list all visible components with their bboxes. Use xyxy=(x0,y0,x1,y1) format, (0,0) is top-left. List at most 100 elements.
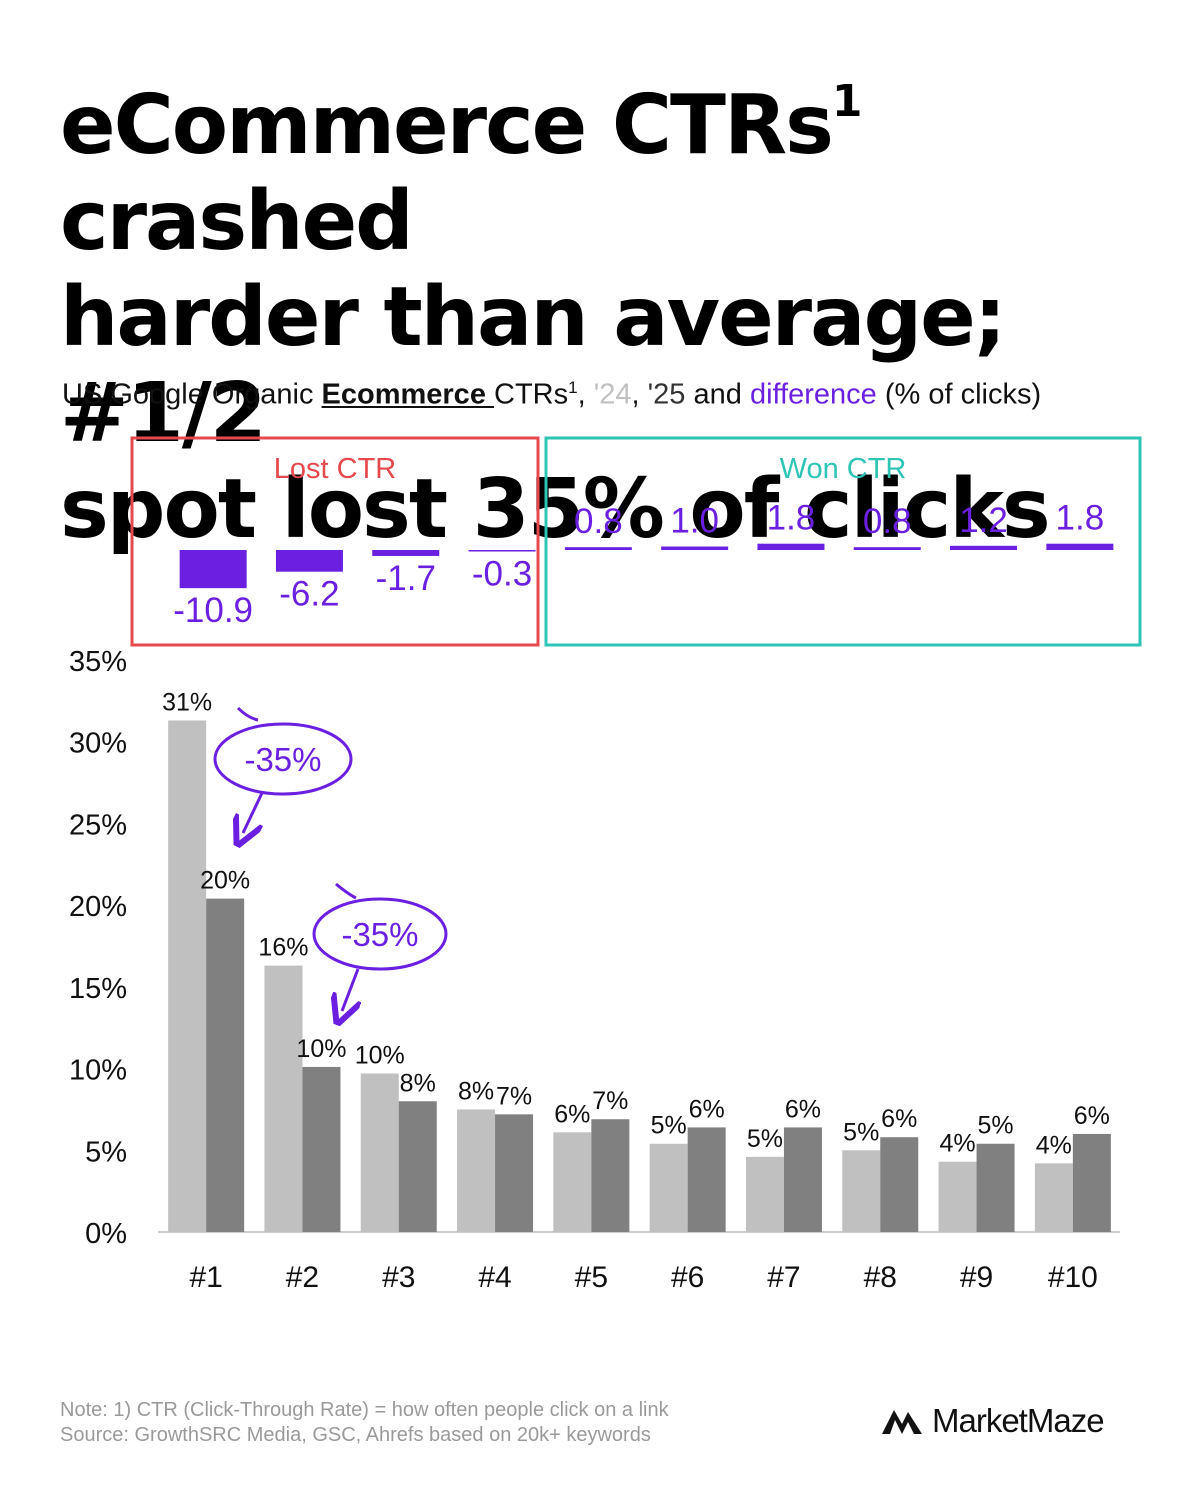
bar-2024 xyxy=(938,1161,977,1232)
bar-2025 xyxy=(591,1119,630,1232)
data-label-2025: 6% xyxy=(689,1095,725,1123)
data-label-2024: 31% xyxy=(162,688,212,716)
annotation-ellipse xyxy=(312,897,448,971)
difference-bar xyxy=(853,547,921,550)
bar-2024 xyxy=(553,1132,592,1232)
data-label-2024: 5% xyxy=(747,1125,783,1153)
data-label-2024: 4% xyxy=(1036,1131,1072,1159)
difference-label: -0.3 xyxy=(472,555,532,594)
bar-2025 xyxy=(398,1101,437,1232)
source-text: Source: GrowthSRC Media, GSC, Ahrefs bas… xyxy=(60,1424,651,1446)
lost-ctr-box xyxy=(130,436,540,647)
x-tick-label: #2 xyxy=(286,1261,319,1294)
difference-bar xyxy=(468,550,536,552)
data-label-2024: 6% xyxy=(554,1100,590,1128)
y-tick-label: 35% xyxy=(69,646,127,678)
x-tick-label: #1 xyxy=(189,1261,222,1294)
difference-label: -10.9 xyxy=(173,591,253,630)
logo-text: MarketMaze xyxy=(932,1402,1105,1439)
y-axis: 0% 5% 10% 15% 20% 25% 30% 35% xyxy=(69,646,127,1250)
difference-markers: -10.9 -6.2 -1.7 -0.3 0.8 1.0 1.8 0.8 1.2 1.8 xyxy=(173,499,1114,630)
y-tick-label: 0% xyxy=(85,1218,127,1250)
note-text: Note: 1) CTR (Click-Through Rate) = how … xyxy=(60,1399,669,1421)
data-label-2025: 8% xyxy=(400,1069,436,1097)
annotation-rank1: -35% xyxy=(213,706,353,833)
y-tick-label: 15% xyxy=(69,973,127,1005)
y-tick-label: 30% xyxy=(69,728,127,760)
x-tick-label: #5 xyxy=(575,1261,608,1294)
bar-2024 xyxy=(168,720,207,1232)
bar-2024 xyxy=(264,965,303,1232)
y-tick-label: 25% xyxy=(69,809,127,841)
won-ctr-box xyxy=(544,436,1142,647)
bar-2024 xyxy=(842,1150,881,1232)
bars: 31%20%16%10% 10%8% 8% 7%6% 7%5%6%5%6%5% 6%4%5… xyxy=(162,688,1111,1232)
won-ctr-label: Won CTR xyxy=(780,453,907,485)
data-label-2025: 7% xyxy=(592,1087,628,1115)
difference-label: 1.8 xyxy=(1056,499,1105,538)
difference-bar xyxy=(950,545,1018,550)
page-title: eCommerce CTRs1 crashed harder than avera… xyxy=(60,76,1051,557)
annotation-ellipse xyxy=(213,722,353,796)
difference-label: -6.2 xyxy=(279,575,339,614)
data-label-2025: 6% xyxy=(881,1105,917,1133)
x-tick-label: #7 xyxy=(767,1261,800,1294)
difference-bar xyxy=(179,550,247,589)
y-tick-label: 5% xyxy=(85,1136,127,1168)
difference-bar xyxy=(661,546,729,550)
bar-2025 xyxy=(495,1114,534,1232)
bar-2024 xyxy=(457,1109,496,1232)
difference-label: 1.8 xyxy=(767,499,816,538)
marketmaze-logo-icon xyxy=(882,1410,922,1434)
annotation-curve xyxy=(335,882,357,900)
annotation-label: -35% xyxy=(341,916,418,953)
x-tick-label: #8 xyxy=(864,1261,897,1294)
x-tick-label: #9 xyxy=(960,1261,993,1294)
bar-2024 xyxy=(1034,1163,1073,1232)
data-label-2025: 10% xyxy=(296,1035,346,1063)
bar-2025 xyxy=(976,1143,1015,1232)
difference-label: 1.2 xyxy=(959,501,1008,540)
data-label-2025: 5% xyxy=(977,1112,1013,1140)
x-tick-label: #4 xyxy=(478,1261,511,1294)
difference-bar xyxy=(372,550,440,556)
data-label-2024: 4% xyxy=(939,1130,975,1158)
difference-bar xyxy=(564,547,632,550)
difference-bar xyxy=(757,543,825,550)
bar-2025 xyxy=(206,898,245,1232)
bar-2024 xyxy=(649,1143,688,1232)
x-tick-label: #3 xyxy=(382,1261,415,1294)
data-label-2024: 8% xyxy=(458,1077,494,1105)
annotation-rank2: -35% xyxy=(312,882,448,1011)
marketmaze-logo: MarketMaze xyxy=(880,1402,1105,1440)
lost-ctr-label: Lost CTR xyxy=(274,453,396,485)
difference-label: 1.0 xyxy=(670,502,719,541)
bar-2025 xyxy=(880,1137,919,1232)
data-label-2025: 20% xyxy=(200,867,250,895)
annotation-curve xyxy=(236,706,259,722)
difference-label: 0.8 xyxy=(574,502,623,541)
footnote: Note: 1) CTR (Click-Through Rate) = how … xyxy=(60,1398,669,1448)
x-tick-label: #6 xyxy=(671,1261,704,1294)
bar-2024 xyxy=(745,1156,784,1232)
y-tick-label: 10% xyxy=(69,1055,127,1087)
data-label-2024: 5% xyxy=(843,1118,879,1146)
data-label-2024: 10% xyxy=(355,1041,405,1069)
x-tick-label: #10 xyxy=(1048,1261,1098,1294)
data-label-2025: 6% xyxy=(785,1095,821,1123)
bar-2025 xyxy=(687,1127,726,1232)
data-label-2024: 16% xyxy=(258,934,308,962)
annotation-arrow xyxy=(243,792,264,833)
annotation-arrow xyxy=(342,968,358,1011)
y-tick-label: 20% xyxy=(69,891,127,923)
bar-2025 xyxy=(302,1066,341,1232)
x-axis: #1 #2 #3 #4 #5 #6 #7 #8 #9 #10 xyxy=(189,1261,1097,1294)
annotation-label: -35% xyxy=(244,741,321,778)
bar-2025 xyxy=(1072,1133,1111,1232)
data-label-2024: 5% xyxy=(651,1112,687,1140)
chart-subtitle: US Google Organic Ecommerce CTRs1, '24, … xyxy=(62,378,1042,411)
difference-label: 0.8 xyxy=(863,502,912,541)
bar-2024 xyxy=(360,1073,399,1232)
difference-bar xyxy=(1046,543,1114,550)
